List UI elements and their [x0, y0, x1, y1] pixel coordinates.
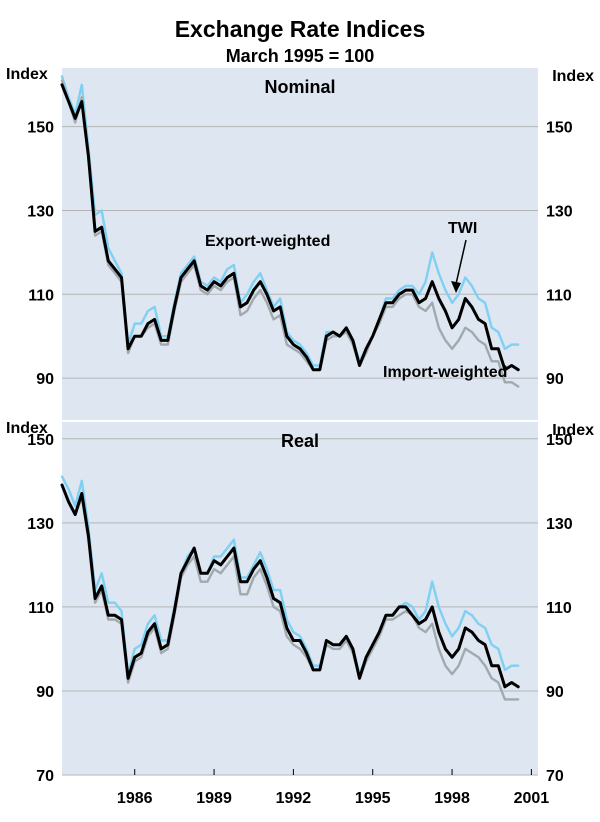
- nominal-y-tick-right: 90: [546, 371, 564, 388]
- real-y-unit-right: Index: [552, 422, 594, 439]
- real-series-import-weighted: [60, 483, 520, 701]
- nominal-y-tick-left: 90: [36, 371, 54, 388]
- real-plot-area: [62, 422, 538, 775]
- real-y-tick-left: 130: [27, 516, 54, 533]
- twi-arrow: [451, 239, 467, 293]
- twi-label: TWI: [448, 220, 477, 237]
- nominal-y-tick-right: 110: [546, 287, 572, 304]
- nominal-series-twi: [60, 83, 520, 372]
- nominal-y-tick-right: 150: [546, 120, 573, 137]
- real-y-tick-right: 130: [546, 516, 573, 533]
- x-tick-label: 1986: [117, 790, 153, 807]
- real-y-tick-left: 90: [36, 684, 54, 701]
- real-y-tick-right: 90: [546, 684, 564, 701]
- x-axis: 1986 1989 1992 1995 1998 2001: [117, 769, 549, 807]
- real-y-tick-right: 150: [546, 432, 573, 449]
- real-y-unit-left: Index: [6, 420, 48, 437]
- nominal-y-unit-right: Index: [552, 68, 594, 85]
- real-y-tick-right: 70: [546, 768, 564, 785]
- nominal-y-tick-right: 130: [546, 203, 573, 220]
- real-series-export-weighted: [60, 475, 520, 676]
- real-y-tick-right: 110: [546, 600, 572, 617]
- real-y-tick-left: 70: [36, 768, 54, 785]
- x-tick-label: 1992: [276, 790, 312, 807]
- nominal-panel-title: Nominal: [264, 77, 335, 97]
- chart-subtitle: March 1995 = 100: [226, 46, 375, 66]
- x-tick-label: 1998: [434, 790, 470, 807]
- real-panel-title: Real: [281, 431, 319, 451]
- real-y-tick-left: 150: [27, 432, 54, 449]
- nominal-y-tick-left: 110: [28, 287, 54, 304]
- export-weighted-label: Export-weighted: [205, 233, 330, 250]
- nominal-y-unit-left: Index: [6, 66, 48, 83]
- nominal-y-tick-left: 150: [27, 120, 54, 137]
- x-tick-label: 1995: [355, 790, 391, 807]
- nominal-panel: 90 90 110 110 130 130 150 150 Index Index Nominal: [6, 66, 594, 420]
- real-series-twi: [60, 483, 520, 689]
- nominal-series-export-weighted: [60, 75, 520, 367]
- import-weighted-label: Import-weighted: [383, 364, 507, 381]
- x-tick-label: 1989: [196, 790, 232, 807]
- nominal-y-tick-left: 130: [27, 203, 54, 220]
- real-y-tick-left: 110: [28, 600, 54, 617]
- x-tick-label: 2001: [514, 790, 550, 807]
- chart-title: Exchange Rate Indices: [175, 16, 426, 42]
